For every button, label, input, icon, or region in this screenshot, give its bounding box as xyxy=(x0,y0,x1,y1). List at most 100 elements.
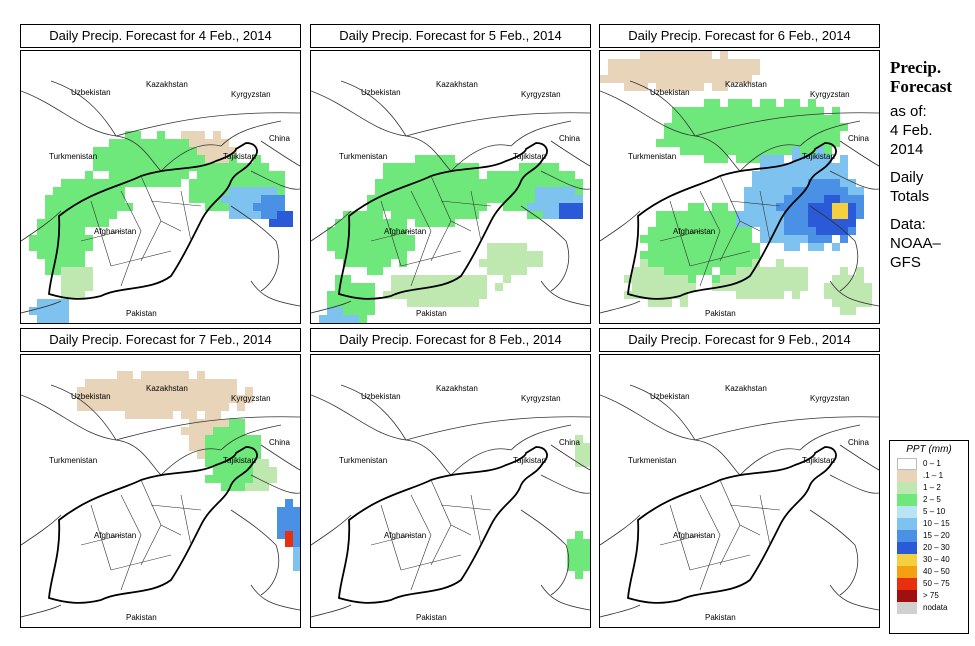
label-afghanistan: Afghanistan xyxy=(384,227,426,236)
legend-item: 15 – 20 xyxy=(890,530,968,542)
label-uzbekistan: Uzbekistan xyxy=(71,88,111,97)
province-borders xyxy=(370,479,492,591)
country-borders xyxy=(311,80,590,314)
legend-swatch xyxy=(897,494,917,506)
forecast-panel-3: Daily Precip. Forecast for 6 Feb., 2014 U… xyxy=(599,24,880,324)
precip-field xyxy=(600,51,872,315)
country-borders xyxy=(311,384,590,618)
legend-label: 20 – 30 xyxy=(923,543,950,552)
legend-label: .1 – 1 xyxy=(923,471,944,480)
legend-item: nodata xyxy=(890,602,968,614)
sidebar-title-line2: Forecast xyxy=(890,77,952,96)
label-kyrgyzstan: Kyrgyzstan xyxy=(521,394,561,403)
legend-item: 50 – 75 xyxy=(890,578,968,590)
legend-item: > 75 xyxy=(890,590,968,602)
label-tajikistan: Tajikistan xyxy=(223,152,256,161)
label-kyrgyzstan: Kyrgyzstan xyxy=(810,394,850,403)
precip-field xyxy=(29,131,293,323)
label-iran: Iran xyxy=(37,322,51,323)
label-afghanistan: Afghanistan xyxy=(673,227,715,236)
province-borders xyxy=(80,175,202,287)
label-uzbekistan: Uzbekistan xyxy=(71,392,111,401)
legend-label: 30 – 40 xyxy=(923,555,950,564)
legend-title: PPT (mm) xyxy=(906,444,952,455)
label-iran: Iran xyxy=(327,322,341,323)
legend-swatch xyxy=(897,506,917,518)
legend-item: .1 – 1 xyxy=(890,470,968,482)
afghanistan-border xyxy=(48,142,258,300)
label-china: China xyxy=(559,134,580,143)
sidebar-data2: NOAA– xyxy=(890,235,941,252)
label-uzbekistan: Uzbekistan xyxy=(361,88,401,97)
label-afghanistan: Afghanistan xyxy=(673,531,715,540)
label-kyrgyzstan: Kyrgyzstan xyxy=(231,90,271,99)
province-borders xyxy=(659,479,781,591)
legend-label: 50 – 75 xyxy=(923,579,950,588)
label-iran: Iran xyxy=(327,626,341,627)
label-uzbekistan: Uzbekistan xyxy=(650,392,690,401)
country-borders xyxy=(600,384,879,618)
precip-map: Uzbekistan Kazakhstan Kyrgyzstan China Turkm… xyxy=(310,50,591,324)
label-afghanistan: Afghanistan xyxy=(384,531,426,540)
label-turkmenistan: Turkmenistan xyxy=(49,152,97,161)
afghanistan-border xyxy=(627,142,837,300)
ppt-legend: PPT (mm) 0 – 1 .1 – 1 1 – 2 2 – 5 5 – 10 10 –… xyxy=(889,440,969,634)
label-kazakhstan: Kazakhstan xyxy=(436,384,478,393)
legend-swatch xyxy=(897,566,917,578)
label-turkmenistan: Turkmenistan xyxy=(49,456,97,465)
panel-title: Daily Precip. Forecast for 9 Feb., 2014 xyxy=(599,328,880,352)
legend-label: 10 – 15 xyxy=(923,519,950,528)
afghanistan-border xyxy=(48,446,258,604)
afghanistan-border xyxy=(338,142,548,300)
precip-map: Uzbekistan Kazakhstan Kyrgyzstan China Turkm… xyxy=(20,50,301,324)
legend-swatch xyxy=(897,542,917,554)
province-borders xyxy=(659,175,781,287)
label-afghanistan: Afghanistan xyxy=(94,531,136,540)
legend-label: 2 – 5 xyxy=(923,495,941,504)
label-tajikistan: Tajikistan xyxy=(223,456,256,465)
province-borders xyxy=(80,479,202,591)
legend-label: nodata xyxy=(923,603,948,612)
label-pakistan: Pakistan xyxy=(416,613,447,622)
sidebar-title-line1: Precip. xyxy=(890,58,942,77)
province-borders xyxy=(370,175,492,287)
forecast-panel-6: Daily Precip. Forecast for 9 Feb., 2014 U… xyxy=(599,328,880,628)
label-pakistan: Pakistan xyxy=(705,309,736,318)
label-china: China xyxy=(559,438,580,447)
panel-title: Daily Precip. Forecast for 5 Feb., 2014 xyxy=(310,24,591,48)
forecast-panel-5: Daily Precip. Forecast for 8 Feb., 2014 U… xyxy=(310,328,591,628)
legend-swatch xyxy=(897,554,917,566)
label-iran: Iran xyxy=(616,322,630,323)
legend-label: 40 – 50 xyxy=(923,567,950,576)
legend-item: 20 – 30 xyxy=(890,542,968,554)
label-kazakhstan: Kazakhstan xyxy=(725,80,767,89)
panel-title: Daily Precip. Forecast for 4 Feb., 2014 xyxy=(20,24,301,48)
country-borders xyxy=(600,80,879,314)
label-iran: Iran xyxy=(616,626,630,627)
label-china: China xyxy=(848,134,869,143)
label-uzbekistan: Uzbekistan xyxy=(361,392,401,401)
precip-map: Uzbekistan Kazakhstan Kyrgyzstan China Turkm… xyxy=(599,354,880,628)
label-tajikistan: Tajikistan xyxy=(802,456,835,465)
label-tajikistan: Tajikistan xyxy=(802,152,835,161)
legend-item: 5 – 10 xyxy=(890,506,968,518)
sidebar-info: Precip. Forecast as of: 4 Feb. 2014 Dail… xyxy=(890,58,972,272)
forecast-panel-1: Daily Precip. Forecast for 4 Feb., 2014 U… xyxy=(20,24,301,324)
legend-swatch xyxy=(897,530,917,542)
label-kyrgyzstan: Kyrgyzstan xyxy=(521,90,561,99)
forecast-panel-4: Daily Precip. Forecast for 7 Feb., 2014 U… xyxy=(20,328,301,628)
legend-label: > 75 xyxy=(923,591,939,600)
legend-item: 40 – 50 xyxy=(890,566,968,578)
label-kazakhstan: Kazakhstan xyxy=(146,384,188,393)
legend-swatch xyxy=(897,458,917,470)
legend-item: 30 – 40 xyxy=(890,554,968,566)
sidebar-date1: 4 Feb. xyxy=(890,122,933,139)
label-turkmenistan: Turkmenistan xyxy=(628,152,676,161)
afghanistan-border xyxy=(627,446,837,604)
label-pakistan: Pakistan xyxy=(126,309,157,318)
label-pakistan: Pakistan xyxy=(705,613,736,622)
legend-label: 5 – 10 xyxy=(923,507,946,516)
precip-field xyxy=(567,435,590,579)
legend-item: 0 – 1 xyxy=(890,458,968,470)
label-afghanistan: Afghanistan xyxy=(94,227,136,236)
